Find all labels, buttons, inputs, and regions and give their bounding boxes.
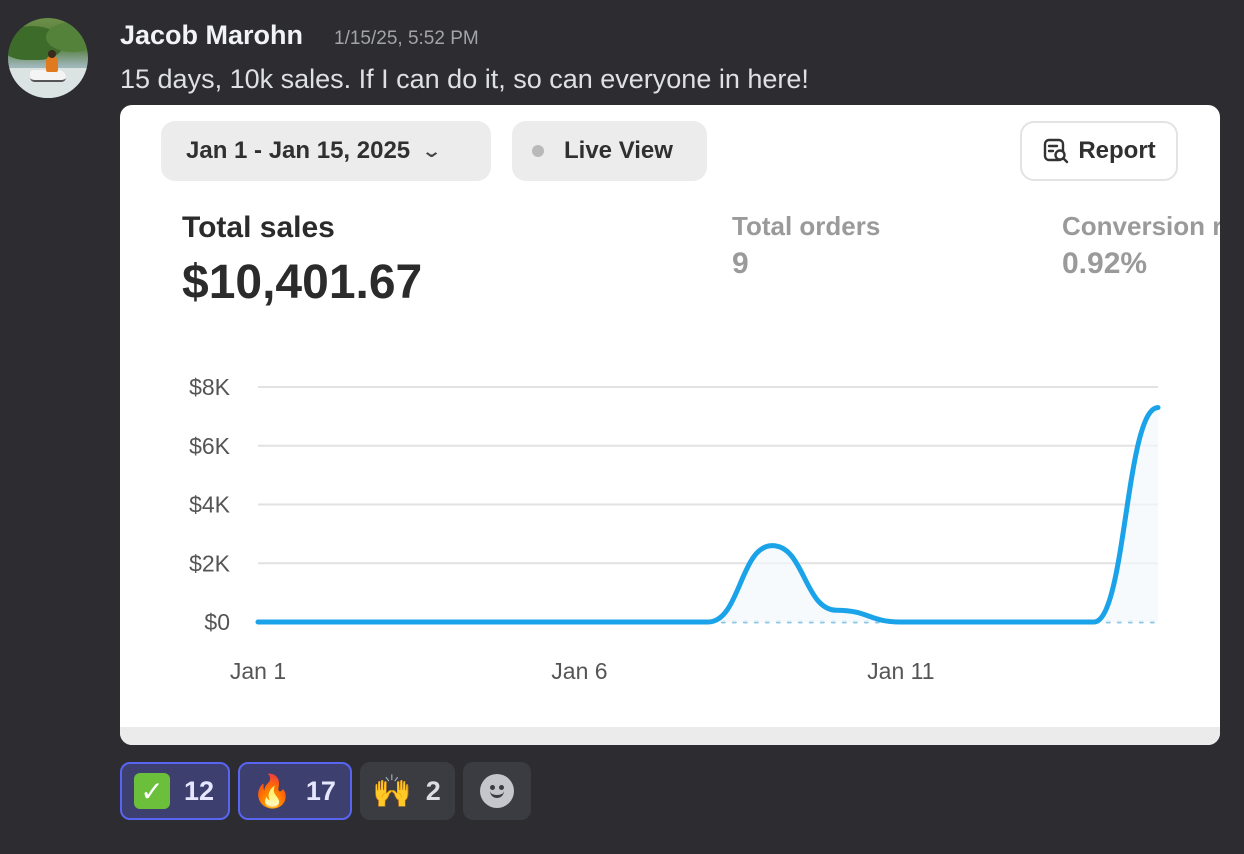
total-sales-label: Total sales [182, 211, 335, 244]
y-tick-label: $2K [189, 550, 231, 576]
conversion-rate-value: 0.92% [1062, 247, 1148, 280]
message-timestamp: 1/15/25, 5:52 PM [334, 28, 479, 49]
series-area [258, 407, 1158, 622]
avatar-jetski [30, 70, 66, 82]
avatar-rider [46, 56, 58, 72]
report-icon [1044, 138, 1069, 164]
x-tick-label: Jan 11 [867, 658, 934, 684]
sales-line-chart: $0 $2K $4K $6K $8K Jan 1 Jan 6 Jan 11 [189, 374, 1161, 684]
y-tick-label: $4K [189, 492, 231, 518]
reaction-count: 17 [305, 775, 336, 806]
x-tick-label: Jan 6 [551, 658, 607, 684]
total-orders-value: 9 [732, 247, 749, 280]
chevron-down-icon: ⌄ [421, 140, 443, 161]
live-view-button: Live View [512, 121, 707, 181]
card-footer-strip [120, 727, 1220, 745]
avatar-trees [46, 22, 88, 52]
message-text: 15 days, 10k sales. If I can do it, so c… [120, 64, 809, 94]
fire-icon: 🔥 [252, 773, 292, 809]
series-line [255, 405, 1161, 625]
attached-image[interactable]: Jan 1 - Jan 15, 2025 ⌄ Live View Report … [120, 105, 1220, 745]
raised-hands-icon: 🙌 [371, 773, 412, 809]
reaction-count: 12 [184, 775, 215, 806]
y-tick-label: $8K [189, 374, 231, 400]
reactions-bar: ✓ 12 🔥 17 🙌 2 [120, 762, 531, 820]
report-label: Report [1078, 137, 1156, 164]
add-reaction-button[interactable] [462, 762, 531, 820]
x-tick-label: Jan 1 [230, 658, 286, 684]
avatar[interactable] [8, 18, 88, 98]
total-sales-value: $10,401.67 [182, 256, 423, 309]
y-tick-label: $6K [189, 433, 231, 459]
date-range-selector: Jan 1 - Jan 15, 2025 ⌄ [161, 121, 491, 181]
reaction-count: 2 [425, 775, 441, 806]
reaction-raised-hands[interactable]: 🙌 2 [359, 762, 455, 820]
status-dot-icon [532, 145, 544, 157]
username[interactable]: Jacob Marohn [120, 20, 304, 50]
conversion-rate-label: Conversion r [1062, 211, 1220, 241]
report-button: Report [1020, 121, 1178, 181]
live-view-label: Live View [564, 137, 673, 164]
reaction-check[interactable]: ✓ 12 [120, 762, 231, 820]
smiley-icon [479, 774, 514, 808]
y-tick-label: $0 [204, 609, 230, 635]
avatar-rider-head [48, 50, 56, 58]
total-orders-label: Total orders [732, 211, 881, 241]
check-mark-icon: ✓ [134, 773, 170, 809]
reaction-fire[interactable]: 🔥 17 [238, 762, 352, 820]
date-range-label: Jan 1 - Jan 15, 2025 [186, 137, 411, 164]
